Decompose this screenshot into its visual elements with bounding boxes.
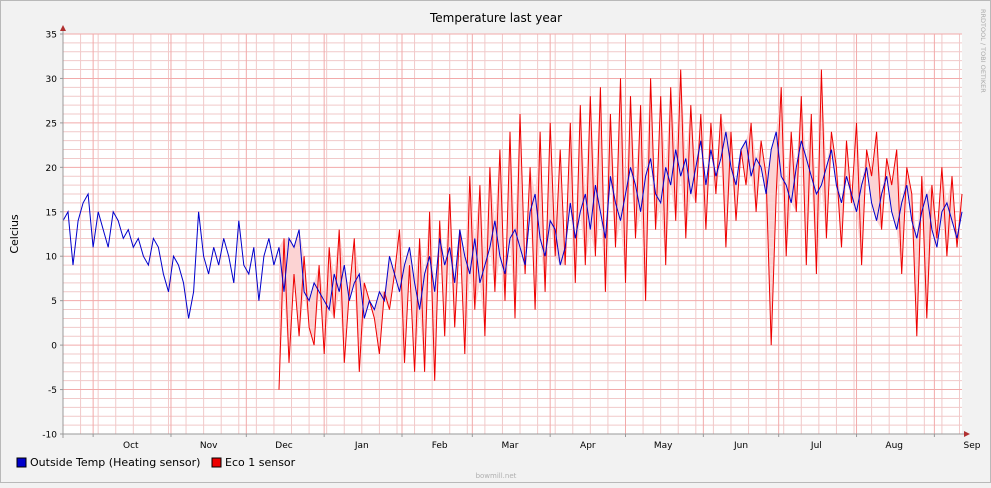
y-tick-label: 35 [46, 31, 57, 41]
y-tick-label: 25 [46, 119, 57, 129]
rrdtool-credit: RRDTOOL / TOBI OETIKER [979, 9, 987, 93]
x-tick-label-sep: Sep [964, 441, 981, 451]
x-tick-label-may: May [654, 441, 673, 451]
y-axis-arrow [60, 25, 66, 31]
y-tick-label: 20 [46, 164, 58, 174]
legend-label-outside-temp: Outside Temp (Heating sensor) [30, 456, 200, 469]
x-tick-label-dec: Dec [275, 441, 292, 451]
x-tick-label-nov: Nov [200, 441, 218, 451]
y-tick-label: 5 [51, 297, 57, 307]
chart-title: Temperature last year [429, 11, 562, 25]
x-tick-label-feb: Feb [432, 441, 448, 451]
y-tick-label: 10 [46, 253, 58, 263]
difference-area [279, 69, 962, 390]
x-tick-label-mar: Mar [501, 441, 518, 451]
x-tick-label-aug: Aug [885, 441, 903, 451]
y-tick-label: -5 [48, 386, 57, 396]
site-footer: bowmill.net [476, 472, 517, 480]
y-tick-label: 15 [46, 208, 57, 218]
x-axis-arrow [964, 431, 970, 437]
series-line-eco-sensor [278, 69, 963, 390]
y-tick-label: -10 [42, 431, 57, 441]
legend-label-eco-sensor: Eco 1 sensor [225, 456, 296, 469]
x-tick-label-apr: Apr [580, 441, 596, 451]
legend-item-eco-sensor[interactable]: Eco 1 sensor [211, 456, 296, 469]
y-tick-label: 0 [51, 342, 57, 352]
y-tick-label: 30 [46, 75, 58, 85]
y-axis-label: Celcius [8, 214, 21, 254]
legend-swatch-outside-temp [16, 457, 27, 468]
x-tick-label-oct: Oct [123, 441, 139, 451]
axes [60, 25, 970, 438]
difference-fill [279, 69, 962, 390]
grid [62, 33, 962, 434]
x-tick-label-jan: Jan [354, 441, 369, 451]
legend: Outside Temp (Heating sensor) Eco 1 sens… [16, 456, 296, 469]
series-lines [62, 69, 963, 390]
tick-labels: -10 -5 0 5 10 15 20 25 30 35 Oct Nov Dec Jan Feb Mar Apr… [42, 31, 981, 452]
legend-item-outside-temp[interactable]: Outside Temp (Heating sensor) [16, 456, 200, 469]
x-tick-label-jul: Jul [810, 441, 822, 451]
legend-swatch-eco-sensor [211, 457, 222, 468]
x-tick-label-jun: Jun [733, 441, 748, 451]
series-line-outside-temp [62, 131, 963, 319]
